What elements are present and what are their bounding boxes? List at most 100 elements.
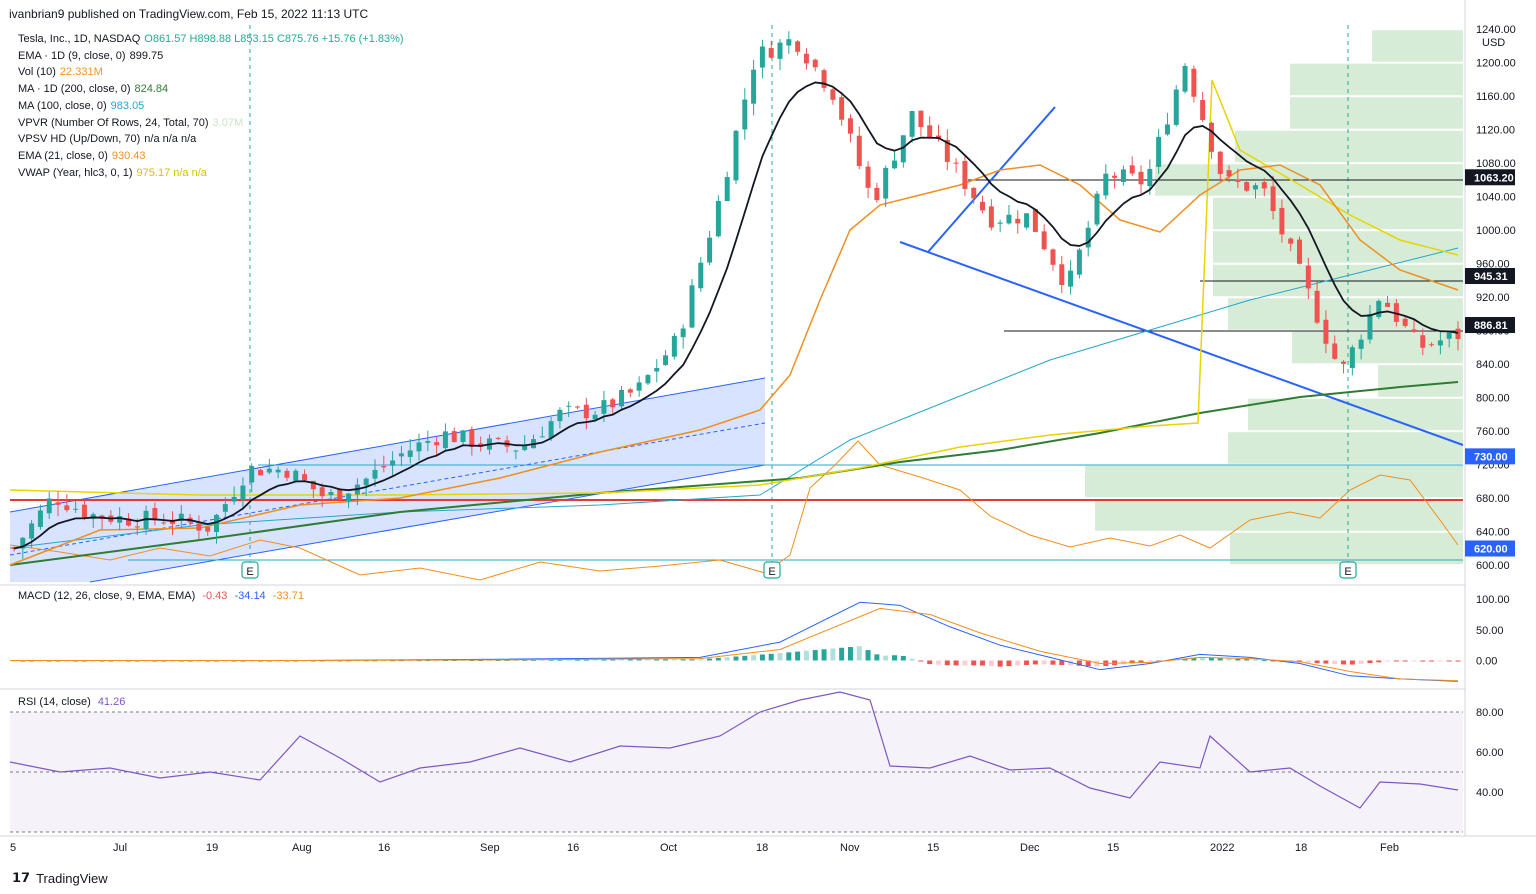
candle-body xyxy=(777,42,783,59)
date-tick-label: Oct xyxy=(660,842,677,854)
candle-body xyxy=(293,470,299,481)
candle-body xyxy=(55,502,61,505)
vpvr-bar xyxy=(1372,30,1463,62)
macd-histogram-bar xyxy=(936,660,942,665)
macd-histogram-bar xyxy=(671,659,677,661)
candle-body xyxy=(1288,238,1294,244)
macd-histogram-bar xyxy=(1120,660,1126,665)
rsi-tick-label: 60.00 xyxy=(1476,747,1504,759)
price-tag xyxy=(1465,540,1515,557)
macd-histogram-bar xyxy=(900,655,906,661)
legend-row-name: Vol (10) xyxy=(18,66,56,79)
candle-body xyxy=(425,441,431,443)
candle-body xyxy=(1147,168,1153,187)
legend-row-value: 930.43 xyxy=(111,149,146,162)
macd-histogram-bar xyxy=(724,657,730,661)
macd-histogram-bar xyxy=(1147,660,1153,662)
legend-row-value: 824.84 xyxy=(134,83,169,96)
tradingview-logo-icon: 𝟭𝟳 xyxy=(12,870,31,885)
price-tick-label: 840.00 xyxy=(1476,359,1510,371)
candle-body xyxy=(451,431,457,443)
candle-body xyxy=(1076,249,1082,275)
vpvr-bar xyxy=(1378,365,1463,397)
macd-histogram-bar xyxy=(1041,660,1047,665)
legend-row-value: 899.75 xyxy=(129,49,164,62)
legend-row: VPSV HD (Up/Down, 70) n/a n/a n/a xyxy=(18,133,196,145)
candle-body xyxy=(601,400,607,414)
candle-body xyxy=(81,504,87,518)
footer-brand[interactable]: TradingView xyxy=(36,870,108,886)
macd-histogram-bar xyxy=(1015,660,1021,666)
candle-body xyxy=(1446,332,1452,339)
candle-body xyxy=(566,405,572,407)
macd-histogram-bar xyxy=(698,659,704,661)
legend-row-value: 22.331M xyxy=(59,66,103,79)
macd-histogram-bar xyxy=(944,660,950,666)
candle-body xyxy=(1305,265,1311,289)
candle-body xyxy=(821,70,827,88)
candle-body xyxy=(1068,270,1074,287)
macd-histogram-bar xyxy=(1367,660,1373,664)
candle-body xyxy=(795,41,801,52)
price-tick-label: 1120.00 xyxy=(1476,125,1515,137)
candle-body xyxy=(1217,151,1223,174)
macd-tick-label: 100.00 xyxy=(1476,594,1510,606)
candle-body xyxy=(1367,313,1373,340)
macd-histogram-bar xyxy=(1429,660,1435,662)
candle-body xyxy=(645,375,651,384)
price-tag-label: 620.00 xyxy=(1474,543,1508,555)
macd-histogram-bar xyxy=(786,652,792,661)
rsi-tick-label: 80.00 xyxy=(1476,707,1504,719)
date-tick-label: Nov xyxy=(840,842,860,854)
candle-body xyxy=(1041,231,1047,250)
price-tag-label: 945.31 xyxy=(1474,271,1508,283)
candle-body xyxy=(1279,207,1285,235)
macd-histogram-bar xyxy=(1200,657,1206,661)
macd-histogram-bar xyxy=(1437,660,1443,662)
candle-body xyxy=(742,99,748,130)
candle-body xyxy=(1182,65,1188,92)
candle-body xyxy=(1314,290,1320,323)
vpvr-bar xyxy=(1248,398,1463,431)
candle-body xyxy=(997,222,1003,224)
candle-body xyxy=(724,177,730,202)
vpvr-bar xyxy=(1230,532,1463,565)
candle-body xyxy=(1208,122,1214,152)
candle-body xyxy=(1332,343,1338,359)
macd-histogram-bar xyxy=(1235,658,1241,661)
macd-histogram-bar xyxy=(715,657,721,661)
legend-row-name: MA · 1D (200, close, 0) xyxy=(18,83,131,96)
candle-body xyxy=(205,526,211,532)
candle-body xyxy=(169,521,175,524)
candle-body xyxy=(372,469,378,479)
candle-body xyxy=(266,468,272,473)
macd-histogram-bar xyxy=(645,659,651,661)
candle-body xyxy=(689,285,695,328)
macd-histogram-bar xyxy=(319,660,325,662)
macd-histogram-bar xyxy=(1050,660,1056,665)
macd-histogram-bar xyxy=(522,659,528,661)
macd-tick-label: 50.00 xyxy=(1476,625,1504,637)
macd-histogram-bar xyxy=(971,660,977,666)
legend-row-value: 983.05 xyxy=(110,99,145,112)
vpvr-bar xyxy=(1290,97,1463,129)
publish-header: ivanbrian9 published on TradingView.com,… xyxy=(9,7,369,21)
volume-line xyxy=(9,440,1459,581)
candle-body xyxy=(671,335,677,357)
macd-histogram-bar xyxy=(557,659,563,661)
macd-histogram-bar xyxy=(513,659,519,661)
ma100-line xyxy=(9,247,1459,549)
macd-histogram-bar xyxy=(530,659,536,661)
macd-legend: MACD (12, 26, close, 9, EMA, EMA) -0.43 … xyxy=(18,590,304,602)
candle-body xyxy=(971,187,977,199)
rsi-line xyxy=(9,691,1459,809)
macd-histogram-bar xyxy=(1138,660,1144,663)
macd-histogram-bar xyxy=(575,659,581,661)
candle-body xyxy=(275,469,281,473)
candle-body xyxy=(1261,182,1267,189)
macd-histogram-bar xyxy=(1085,660,1091,667)
macd-histogram-bar xyxy=(1446,660,1452,662)
macd-histogram-bar xyxy=(891,655,897,661)
macd-histogram-bar xyxy=(680,659,686,661)
